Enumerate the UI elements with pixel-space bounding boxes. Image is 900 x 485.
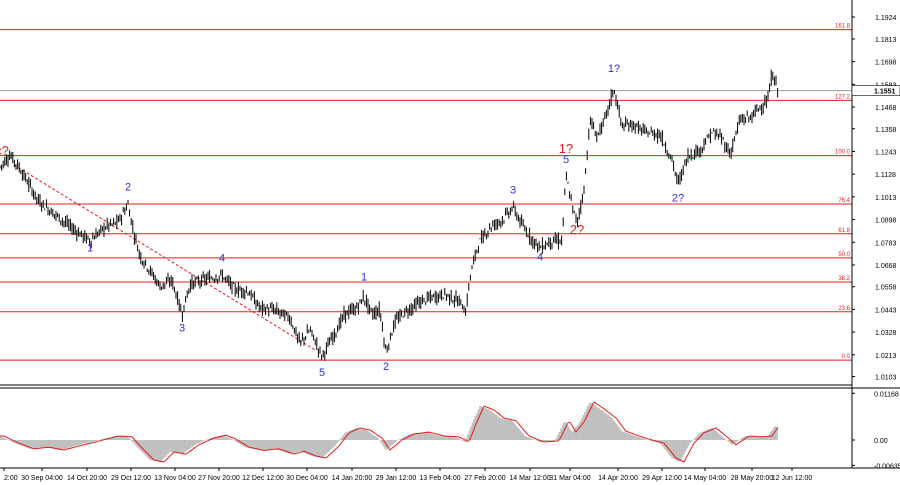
wave-label: 4 (219, 253, 225, 265)
y-tick-label: 1.0328 (875, 330, 897, 337)
oscillator-panel (0, 401, 779, 463)
wave-label: 2 (125, 182, 131, 194)
fib-level-label: 38.2 (838, 276, 850, 282)
main-price-panel: 161.8 127.2 100.0 76.4 61.8 50.0 38.2 23.6 0.0 c?… (0, 24, 852, 379)
y-tick-label: 1.0443 (875, 307, 897, 314)
fib-level-label: 76.4 (838, 198, 850, 204)
wave-label: 2? (570, 222, 584, 237)
y-tick-label: 1.1013 (875, 195, 897, 202)
wave-label: 1? (608, 63, 620, 75)
y-tick-label: 1.0898 (875, 218, 897, 225)
x-tick-label: 27 Nov 20:00 (198, 475, 240, 482)
wave-label: 3 (510, 185, 516, 197)
x-tick-label: 2:00 (4, 475, 18, 482)
wave-label: 1? (559, 141, 573, 156)
x-tick-label: 12 Jun 12:00 (772, 475, 813, 482)
fib-level-label: 50.0 (838, 252, 850, 258)
x-tick-label: 14 May 04:00 (684, 475, 727, 482)
wave-label: 1 (361, 271, 367, 283)
fib-level-label: 161.8 (835, 24, 851, 30)
x-tick-label: 28 May 20:00 (731, 475, 774, 482)
wave-label: 4 (537, 252, 543, 264)
osc-tick-label: 0.01168 (874, 391, 899, 398)
x-tick-label: 14 Oct 20:00 (67, 475, 107, 482)
y-tick-label: 1.1813 (875, 37, 897, 44)
x-tick-label: 12 Dec 12:00 (242, 475, 284, 482)
y-tick-label: 1.0103 (875, 374, 897, 381)
x-tick-label: 31 Mar 04:00 (549, 475, 590, 482)
y-tick-label: 1.1243 (875, 149, 897, 156)
y-tick-label: 1.0668 (875, 263, 897, 270)
wave-label: 2 (383, 361, 389, 373)
y-tick-label: 1.1698 (875, 60, 897, 67)
x-tick-label: 14 Jan 20:00 (332, 475, 373, 482)
x-tick-label: 14 Apr 20:00 (598, 475, 638, 482)
wave-label: 3 (179, 323, 185, 335)
x-tick-label: 30 Sep 04:00 (21, 475, 63, 482)
x-tick-label: 29 Apr 12:00 (642, 475, 682, 482)
trend-line (13, 164, 317, 351)
x-tick-label: 29 Jan 12:00 (376, 475, 417, 482)
wave-label: 5 (319, 367, 325, 379)
fib-level-label: 100.0 (835, 150, 851, 156)
oscillator-bars (0, 402, 778, 462)
price-tag-label: 1.1551 (874, 89, 896, 96)
x-tick-label: 14 Mar 12:00 (509, 475, 550, 482)
fib-level-label: 127.2 (835, 94, 851, 100)
y-tick-label: 1.0783 (875, 240, 897, 247)
fib-level-label: 23.6 (838, 306, 850, 312)
y-tick-label: 1.1128 (875, 172, 896, 179)
x-tick-label: 29 Oct 12:00 (111, 475, 151, 482)
wave-label: 2? (672, 192, 684, 204)
y-tick-label: 1.0213 (875, 353, 897, 360)
candles (0, 69, 779, 361)
price-tag-box (851, 85, 900, 96)
osc-tick-label: -0.00635 (874, 463, 900, 470)
wave-label: 1 (87, 243, 93, 255)
x-tick-label: 30 Dec 04:00 (286, 475, 328, 482)
y-tick-label: 1.1468 (875, 105, 897, 112)
osc-tick-label: 0.00 (874, 438, 888, 445)
fib-level-label: 0.0 (842, 354, 851, 360)
oscillator-signal-line (0, 401, 779, 463)
wave-label: c? (0, 143, 9, 158)
wave-label: 5 (563, 154, 569, 166)
x-tick-label: 13 Nov 04:00 (154, 475, 196, 482)
x-tick-label: 27 Feb 20:00 (464, 475, 505, 482)
fib-level-label: 61.8 (838, 228, 850, 234)
y-tick-label: 1.1358 (875, 127, 897, 134)
x-tick-label: 13 Feb 04:00 (419, 475, 460, 482)
y-tick-label: 1.1924 (875, 15, 897, 22)
y-tick-label: 1.0558 (875, 285, 897, 292)
